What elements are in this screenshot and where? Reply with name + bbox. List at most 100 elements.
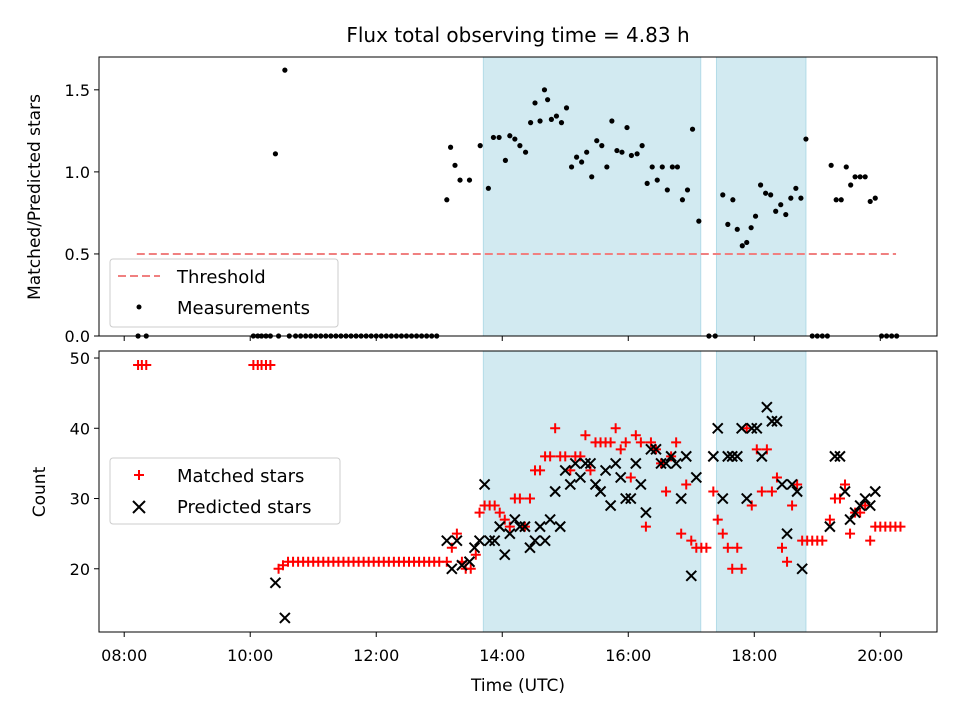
predicted-star-point [756, 450, 768, 463]
measurement-point [748, 225, 754, 231]
predicted-star-point [650, 443, 662, 456]
measurement-point [720, 192, 726, 198]
predicted-star-point [630, 457, 642, 470]
predicted-star-point [494, 520, 506, 533]
measurement-point [798, 195, 804, 201]
predicted-star-point [569, 457, 582, 470]
predicted-star-point [488, 534, 501, 547]
chart-title: Flux total observing time = 4.83 h [346, 23, 689, 47]
top-y-tick-label: 0.5 [65, 245, 90, 264]
predicted-star-point [854, 499, 866, 512]
predicted-star-point [645, 443, 657, 456]
predicted-star-point [712, 422, 724, 434]
predicted-star-point [834, 450, 846, 463]
bottom-legend-box [109, 457, 341, 525]
measurement-point [599, 143, 605, 149]
measurement-point [768, 192, 774, 198]
predicted-star-point [549, 485, 561, 498]
measurement-point [452, 162, 458, 168]
predicted-star-point [584, 457, 597, 470]
predicted-star-point [766, 415, 778, 427]
predicted-star-point [722, 450, 734, 463]
measurement-point [282, 67, 288, 73]
predicted-star-point [849, 506, 861, 519]
predicted-star-point [539, 534, 551, 547]
top-y-tick-label: 0.0 [65, 327, 90, 346]
measurement-point [477, 143, 483, 149]
matched-star-point [686, 535, 697, 546]
measurement-point [669, 164, 675, 170]
measurement-point [532, 100, 538, 106]
matched-star-point [708, 486, 719, 497]
measurement-point [773, 208, 779, 214]
measurement-point [752, 213, 759, 219]
matched-star-point [451, 528, 462, 539]
matched-star-point [545, 451, 556, 462]
matched-star-point [727, 563, 738, 574]
measurement-point [788, 195, 794, 201]
matched-star-point [681, 479, 692, 490]
predicted-star-point [504, 527, 516, 540]
measurement-point [548, 116, 554, 122]
predicted-star-point [529, 534, 541, 547]
predicted-star-point [269, 577, 282, 589]
measurement-point [579, 159, 585, 165]
measurement-point [828, 162, 834, 168]
measurement-point [589, 174, 595, 180]
matched-star-point [717, 528, 728, 539]
predicted-star-point [675, 492, 687, 505]
x-tick-label: 18:00 [731, 646, 777, 665]
top-shaded-interval [482, 56, 702, 337]
bottom-y-axis-label: Count [30, 466, 50, 517]
predicted-star-point [680, 450, 692, 463]
measurement-point [604, 164, 610, 170]
measurements-legend-swatch [136, 304, 142, 310]
matched-legend-label: Matched stars [177, 466, 304, 487]
predicted-star-point [554, 520, 566, 533]
predicted-legend-swatch [132, 500, 146, 514]
matched-star-point [494, 507, 505, 518]
predicted-star-point [451, 534, 463, 547]
predicted-star-point [751, 422, 763, 434]
matched-star-point [701, 542, 712, 553]
predicted-star-point [478, 478, 491, 491]
matched-star-point [560, 451, 571, 462]
measurements-legend-label: Measurements [177, 298, 310, 319]
measurement-point [507, 133, 513, 139]
bottom-y-tick-label: 50 [70, 349, 90, 368]
measurement-point [674, 164, 681, 170]
measurement-point [537, 118, 543, 124]
matched-star-point [514, 493, 525, 504]
predicted-star-point [574, 471, 587, 484]
matched-star-point [580, 430, 591, 441]
matched-star-point [625, 472, 636, 483]
predicted-star-point [665, 450, 677, 463]
predicted-star-point [279, 612, 291, 624]
predicted-star-point [620, 492, 632, 505]
matched-star-point [766, 486, 777, 497]
measurement-point [457, 177, 463, 183]
measurement-point [628, 152, 635, 159]
predicted-star-point [559, 464, 571, 477]
bottom-legend: Matched stars Predicted stars [109, 457, 341, 525]
predicted-star-point [796, 563, 808, 575]
predicted-star-point [599, 464, 612, 477]
matched-star-point [782, 556, 793, 567]
measurement-point [609, 118, 615, 124]
top-legend: Threshold Measurements [109, 258, 339, 328]
predicted-star-point [741, 492, 753, 505]
measurement-point [684, 187, 691, 193]
measurement-point [563, 105, 570, 111]
x-axis-label: Time (UTC) [470, 676, 565, 696]
top-legend-box [109, 258, 339, 328]
x-tick-label: 08:00 [101, 646, 147, 665]
measurement-point [522, 149, 529, 155]
predicted-star-point [609, 457, 622, 470]
measurement-point [664, 187, 670, 193]
matched-star-point [640, 521, 651, 532]
predicted-star-point [473, 534, 486, 547]
predicted-star-point [468, 541, 481, 554]
bottom-panel: 20 30 40 50 08:00 10:00 12:00 14:00 16:00 18:00 20… [70, 349, 938, 665]
measurement-point [649, 164, 655, 170]
predicted-star-point [726, 450, 738, 463]
